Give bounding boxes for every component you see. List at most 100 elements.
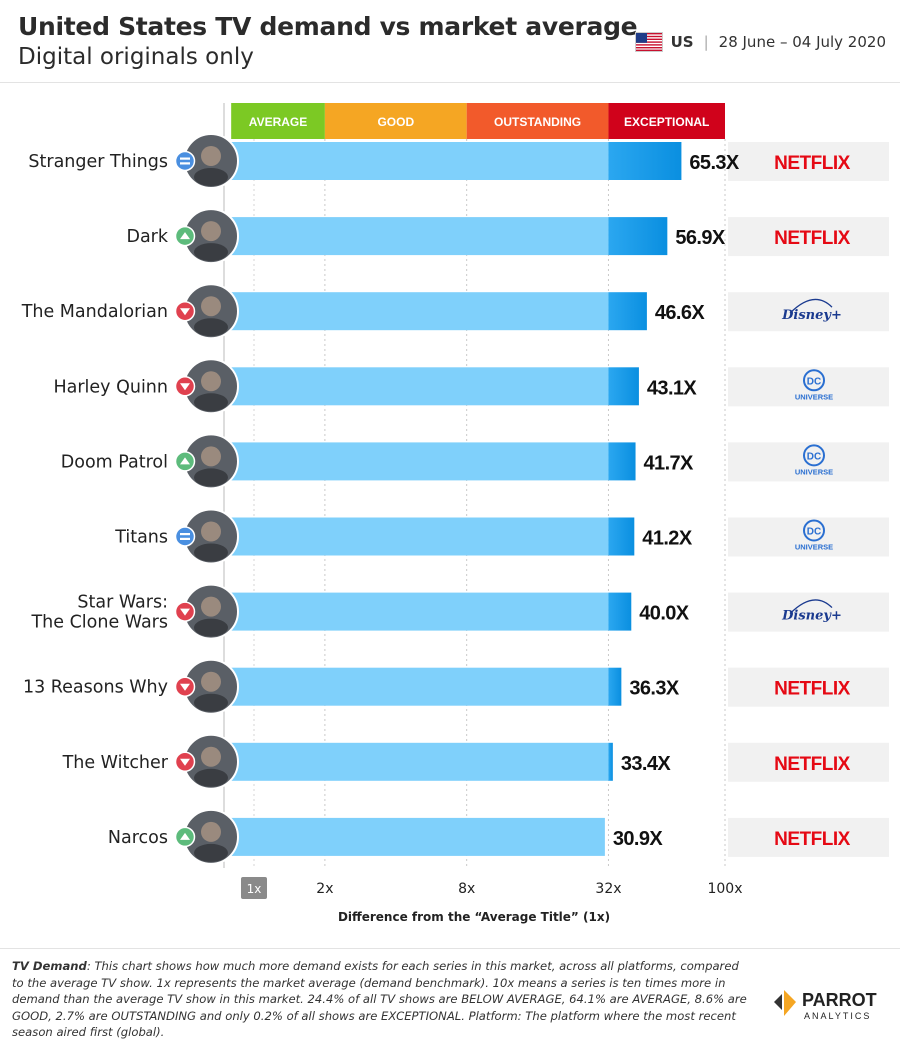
arrow-down-icon <box>180 308 190 316</box>
arrow-up-icon <box>180 232 190 240</box>
thumbnail-body <box>194 468 228 487</box>
category-label: Dark <box>126 227 168 247</box>
category-label: The Mandalorian <box>21 302 168 322</box>
thumbnail-face <box>201 521 221 542</box>
arrow-down-icon <box>180 608 190 616</box>
thumbnail-face <box>201 446 221 467</box>
dc-universe-logo-ring <box>803 369 825 392</box>
country-code: US <box>670 33 694 51</box>
x-tick-label: 100x <box>707 881 742 897</box>
bar-exceptional-segment <box>608 367 639 406</box>
netflix-logo: NETFLIX <box>774 679 850 700</box>
category-label: Stranger Things <box>28 152 168 172</box>
value-label: 65.3X <box>689 152 740 174</box>
bar <box>225 217 609 256</box>
dc-universe-logo-text: UNIVERSE <box>795 392 833 401</box>
value-label: 41.7X <box>644 452 695 474</box>
bar <box>225 817 605 856</box>
equal-icon <box>180 533 190 536</box>
value-label: 46.6X <box>655 302 706 324</box>
bar <box>225 367 609 406</box>
footnote-lead: TV Demand <box>12 959 87 973</box>
category-label-line: Star Wars: <box>77 593 168 613</box>
bar-exceptional-segment <box>608 142 682 180</box>
trend-same-icon <box>174 526 196 547</box>
bar <box>225 442 609 481</box>
platform-row-bg <box>728 592 889 632</box>
dc-universe-logo-mark: DC <box>807 376 821 387</box>
thumbnail-body <box>194 693 228 712</box>
band-exceptional <box>608 103 725 139</box>
bar <box>225 667 609 706</box>
bar <box>225 742 609 781</box>
dc-universe-logo-ring <box>803 444 825 467</box>
chart-title: United States TV demand vs market averag… <box>18 12 638 41</box>
thumbnail-body <box>194 543 228 562</box>
value-label: 43.1X <box>647 377 698 399</box>
category-label: Star Wars: The Clone Wars <box>30 593 168 633</box>
thumbnail-body <box>194 768 228 787</box>
date-range: 28 June – 04 July 2020 <box>718 33 886 51</box>
disney-plus-logo: Disney+ <box>781 609 842 624</box>
thumbnail-face <box>201 296 221 317</box>
x-tick-label: 8x <box>458 881 475 897</box>
bar-exceptional-segment <box>608 592 632 631</box>
band-label: GOOD <box>377 115 414 129</box>
thumbnail-body <box>194 243 228 262</box>
bar-exceptional-segment <box>608 742 613 781</box>
equal-icon <box>180 157 190 160</box>
arrow-down-icon <box>180 683 190 691</box>
bar-exceptional-segment <box>608 292 647 331</box>
chart-subtitle: Digital originals only <box>18 44 254 70</box>
demand-chart: AVERAGE GOOD OUTSTANDING EXCEPTIONAL 65.3X St… <box>21 103 889 924</box>
thumbnail-body <box>194 393 228 412</box>
category-label: The Witcher <box>62 753 169 773</box>
bar <box>225 142 609 180</box>
dc-universe-logo-mark: DC <box>807 451 821 462</box>
thumbnail-face <box>201 371 221 392</box>
thumbnail-body <box>194 618 228 637</box>
arrow-down-icon <box>180 383 190 391</box>
value-label: 56.9X <box>675 227 726 249</box>
netflix-logo: NETFLIX <box>774 153 850 174</box>
category-label: Doom Patrol <box>61 452 168 472</box>
category-label-line: The Clone Wars <box>30 613 168 633</box>
value-label: 33.4X <box>621 753 672 775</box>
thumbnail-face <box>201 596 221 617</box>
netflix-logo: NETFLIX <box>774 754 850 775</box>
platform-row-bg <box>728 442 889 482</box>
thumbnail-body <box>194 168 228 186</box>
platform-row-bg <box>728 217 889 257</box>
x-axis-label: Difference from the “Average Title” (1x) <box>338 910 610 924</box>
value-label: 41.2X <box>642 528 693 550</box>
divider: | <box>703 33 709 51</box>
value-label: 36.3X <box>629 678 680 700</box>
arrow-up-icon <box>180 457 190 465</box>
thumbnail-face <box>201 671 221 692</box>
trend-same-icon <box>174 150 196 172</box>
logo-subname: ANALYTICS <box>804 1011 871 1021</box>
disney-arc <box>789 298 833 314</box>
logo-name: PARROT <box>802 990 877 1010</box>
thumbnail-face <box>201 146 221 166</box>
band-average <box>231 103 325 139</box>
thumbnail-body <box>194 318 228 337</box>
footnote: TV Demand: This chart shows how much mor… <box>12 958 752 1041</box>
category-label: Narcos <box>108 828 168 848</box>
category-label: Harley Quinn <box>53 377 168 397</box>
thumbnail-face <box>201 821 221 842</box>
thumbnail-face <box>201 746 221 767</box>
netflix-logo: NETFLIX <box>774 829 850 850</box>
tick-badge <box>241 877 267 899</box>
band-outstanding <box>466 103 609 139</box>
x-tick-label: 32x <box>595 881 621 897</box>
header: United States TV demand vs market averag… <box>0 0 900 82</box>
band-label: EXCEPTIONAL <box>624 115 709 129</box>
x-tick-label: 2x <box>316 881 333 897</box>
dc-universe-logo-text: UNIVERSE <box>795 543 833 552</box>
bar <box>225 517 609 556</box>
disney-plus-logo: Disney+ <box>781 308 842 323</box>
category-label: 13 Reasons Why <box>23 678 168 698</box>
equal-icon <box>180 162 190 165</box>
header-divider <box>0 82 900 83</box>
